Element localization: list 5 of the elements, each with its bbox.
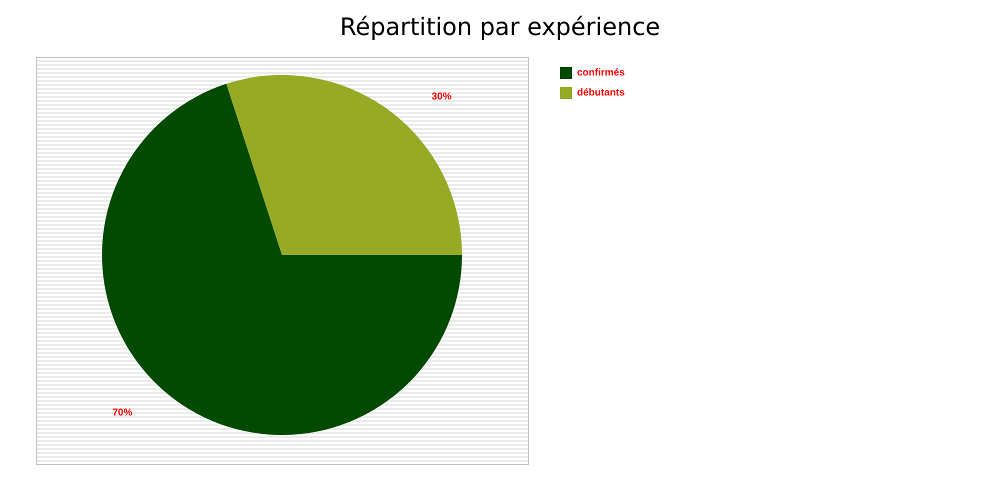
legend-label: confirmés bbox=[577, 68, 626, 78]
data-label: 30% bbox=[432, 92, 452, 103]
legend-label: débutants bbox=[577, 88, 626, 98]
data-label: 70% bbox=[112, 407, 132, 418]
chart-title: Répartition par expérience bbox=[340, 13, 660, 41]
